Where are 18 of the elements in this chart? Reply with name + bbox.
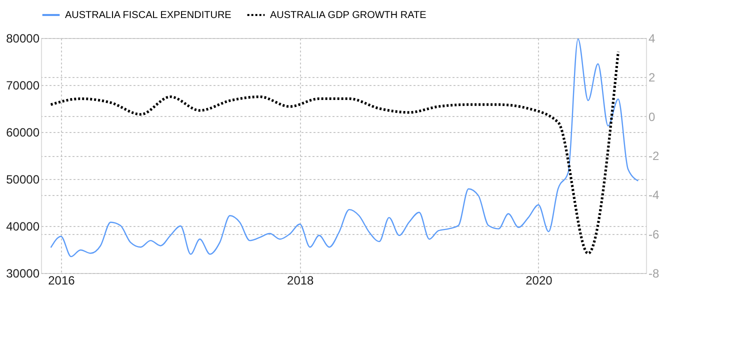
y2-tick-label: -2 — [648, 149, 660, 163]
y2-tick-label: -4 — [648, 188, 660, 202]
legend-label: AUSTRALIA FISCAL EXPENDITURE — [65, 10, 232, 21]
y2-tick-label: 4 — [648, 32, 656, 46]
y2-tick-label: -8 — [648, 266, 660, 280]
y-tick-label: 50000 — [6, 172, 40, 186]
y2-tick-label: 2 — [648, 70, 656, 85]
y2-tick-label: 0 — [648, 110, 656, 124]
y-tick-label: 30000 — [6, 266, 40, 280]
y-tick-label: 80000 — [6, 32, 40, 46]
y2-tick-label: -6 — [648, 227, 660, 242]
y-tick-label: 60000 — [6, 126, 40, 140]
x-tick-label: 2018 — [287, 274, 314, 288]
legend-label: AUSTRALIA GDP GROWTH RATE — [270, 10, 427, 21]
y-tick-label: 40000 — [6, 220, 40, 234]
x-tick-label: 2020 — [526, 274, 553, 288]
y-tick-label: 70000 — [6, 78, 40, 92]
x-tick-label: 2016 — [48, 274, 76, 288]
